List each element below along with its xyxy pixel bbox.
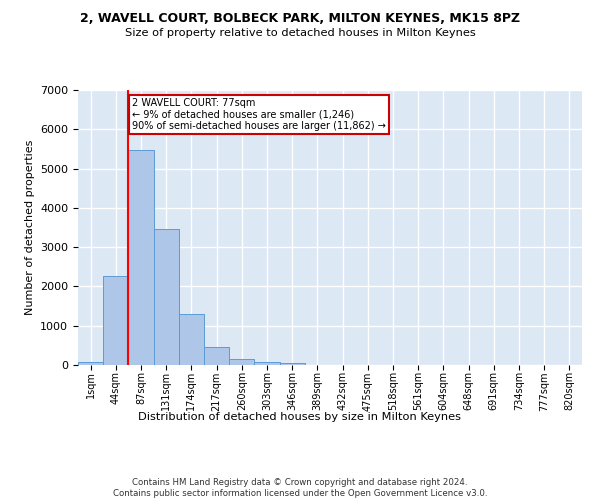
Bar [280,362,305,365]
Bar [229,358,254,365]
Text: 2, WAVELL COURT, BOLBECK PARK, MILTON KEYNES, MK15 8PZ: 2, WAVELL COURT, BOLBECK PARK, MILTON KE… [80,12,520,26]
Bar [204,347,229,365]
Text: Distribution of detached houses by size in Milton Keynes: Distribution of detached houses by size … [139,412,461,422]
Text: Size of property relative to detached houses in Milton Keynes: Size of property relative to detached ho… [125,28,475,38]
Bar [254,362,280,365]
Y-axis label: Number of detached properties: Number of detached properties [25,140,35,315]
Bar [154,230,179,365]
Bar [103,276,128,365]
Text: 2 WAVELL COURT: 77sqm
← 9% of detached houses are smaller (1,246)
90% of semi-de: 2 WAVELL COURT: 77sqm ← 9% of detached h… [132,98,386,131]
Text: Contains HM Land Registry data © Crown copyright and database right 2024.
Contai: Contains HM Land Registry data © Crown c… [113,478,487,498]
Bar [179,314,204,365]
Bar [128,150,154,365]
Bar [78,362,103,365]
